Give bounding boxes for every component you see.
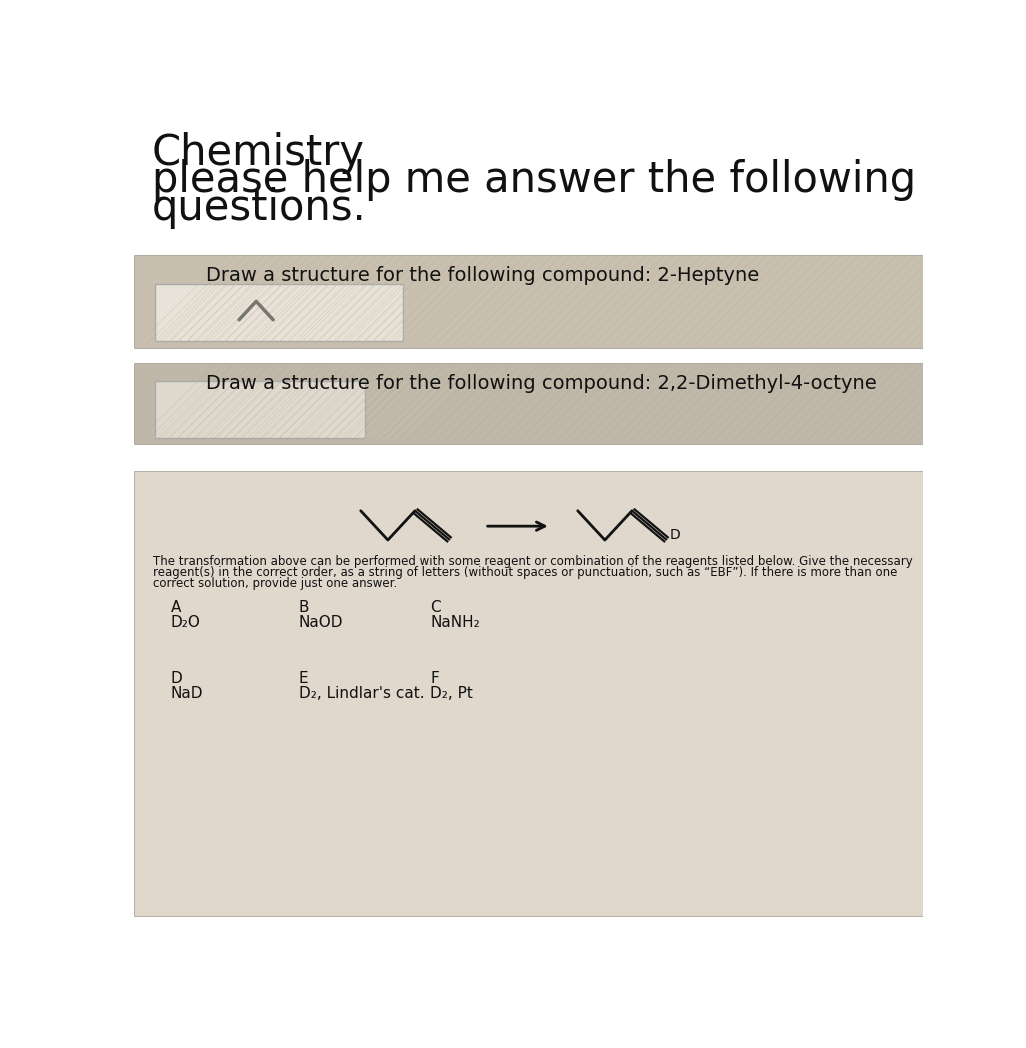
Text: B: B bbox=[299, 601, 309, 615]
Text: Chemistry: Chemistry bbox=[152, 132, 364, 174]
Text: A: A bbox=[171, 601, 182, 615]
Bar bbox=[134, 255, 923, 348]
Text: reagent(s) in the correct order, as a string of letters (without spaces or punct: reagent(s) in the correct order, as a st… bbox=[153, 566, 898, 580]
Text: correct solution, provide just one answer.: correct solution, provide just one answe… bbox=[153, 577, 397, 590]
Text: D: D bbox=[171, 671, 183, 686]
Text: please help me answer the following: please help me answer the following bbox=[152, 159, 915, 201]
Bar bbox=[134, 471, 923, 916]
Text: D₂, Pt: D₂, Pt bbox=[431, 686, 473, 701]
Text: C: C bbox=[431, 601, 441, 615]
Text: Draw a structure for the following compound: 2,2-Dimethyl-4-octyne: Draw a structure for the following compo… bbox=[206, 374, 876, 393]
Text: Draw a structure for the following compound: 2-Heptyne: Draw a structure for the following compo… bbox=[206, 266, 759, 285]
Bar bbox=[155, 381, 364, 438]
Text: D₂O: D₂O bbox=[171, 615, 201, 630]
Bar bbox=[155, 284, 403, 342]
Text: NaNH₂: NaNH₂ bbox=[431, 615, 480, 630]
Text: D₂, Lindlar's cat.: D₂, Lindlar's cat. bbox=[299, 686, 425, 701]
Text: NaD: NaD bbox=[171, 686, 203, 701]
Bar bbox=[134, 363, 923, 443]
Text: questions.: questions. bbox=[152, 188, 366, 230]
Text: D: D bbox=[670, 527, 680, 542]
Text: F: F bbox=[431, 671, 439, 686]
Text: E: E bbox=[299, 671, 309, 686]
Text: The transformation above can be performed with some reagent or combination of th: The transformation above can be performe… bbox=[153, 555, 913, 568]
Text: NaOD: NaOD bbox=[299, 615, 344, 630]
